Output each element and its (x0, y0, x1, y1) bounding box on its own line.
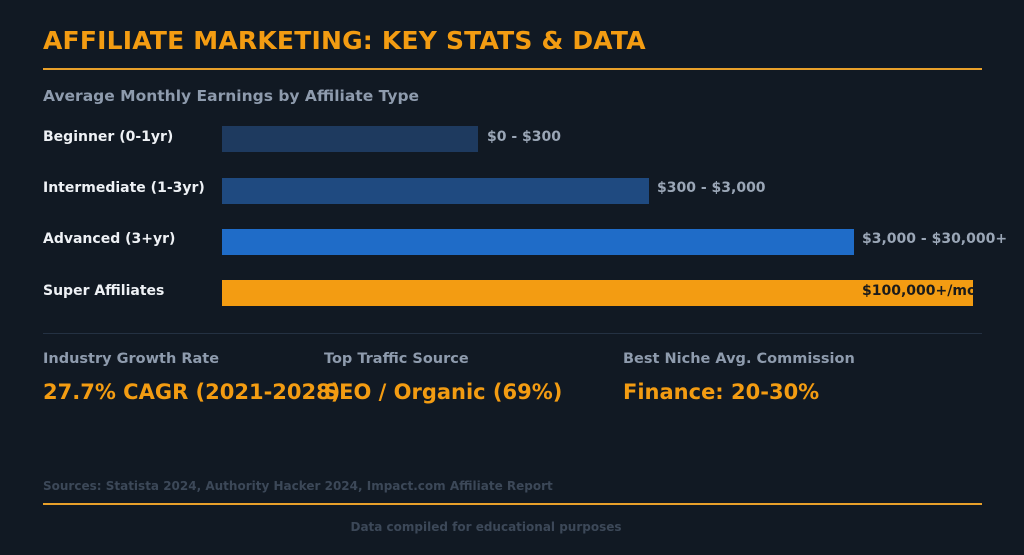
stat-value-growth: 27.7% CAGR (2021-2028) (43, 380, 341, 404)
bar-label-intermediate: Intermediate (1-3yr) (43, 180, 205, 196)
stat-value-traffic: SEO / Organic (69%) (324, 380, 563, 404)
title-underline (43, 68, 982, 70)
bar-value-beginner: $0 - $300 (487, 129, 562, 145)
stat-label-traffic: Top Traffic Source (324, 351, 469, 367)
bar-beginner (222, 126, 478, 152)
stat-value-commission: Finance: 20-30% (623, 380, 820, 404)
chart-subtitle: Average Monthly Earnings by Affiliate Ty… (43, 87, 420, 105)
bar-advanced (222, 229, 854, 255)
section-divider (43, 333, 982, 334)
stat-label-commission: Best Niche Avg. Commission (623, 351, 855, 367)
footer-note: Data compiled for educational purposes (350, 520, 622, 534)
bar-intermediate (222, 178, 649, 204)
sources-note: Sources: Statista 2024, Authority Hacker… (43, 479, 553, 493)
bar-value-intermediate: $300 - $3,000 (657, 180, 766, 196)
stat-label-growth: Industry Growth Rate (43, 351, 220, 367)
bar-super: $100,000+/mo (222, 280, 973, 306)
footer-rule (43, 503, 982, 505)
bar-value-advanced: $3,000 - $30,000+ (862, 231, 1008, 247)
bar-label-super: Super Affiliates (43, 283, 165, 299)
bar-label-advanced: Advanced (3+yr) (43, 231, 176, 247)
bar-label-beginner: Beginner (0-1yr) (43, 129, 174, 145)
bar-value-super: $100,000+/mo (862, 283, 973, 299)
page-title: AFFILIATE MARKETING: KEY STATS & DATA (43, 26, 646, 55)
